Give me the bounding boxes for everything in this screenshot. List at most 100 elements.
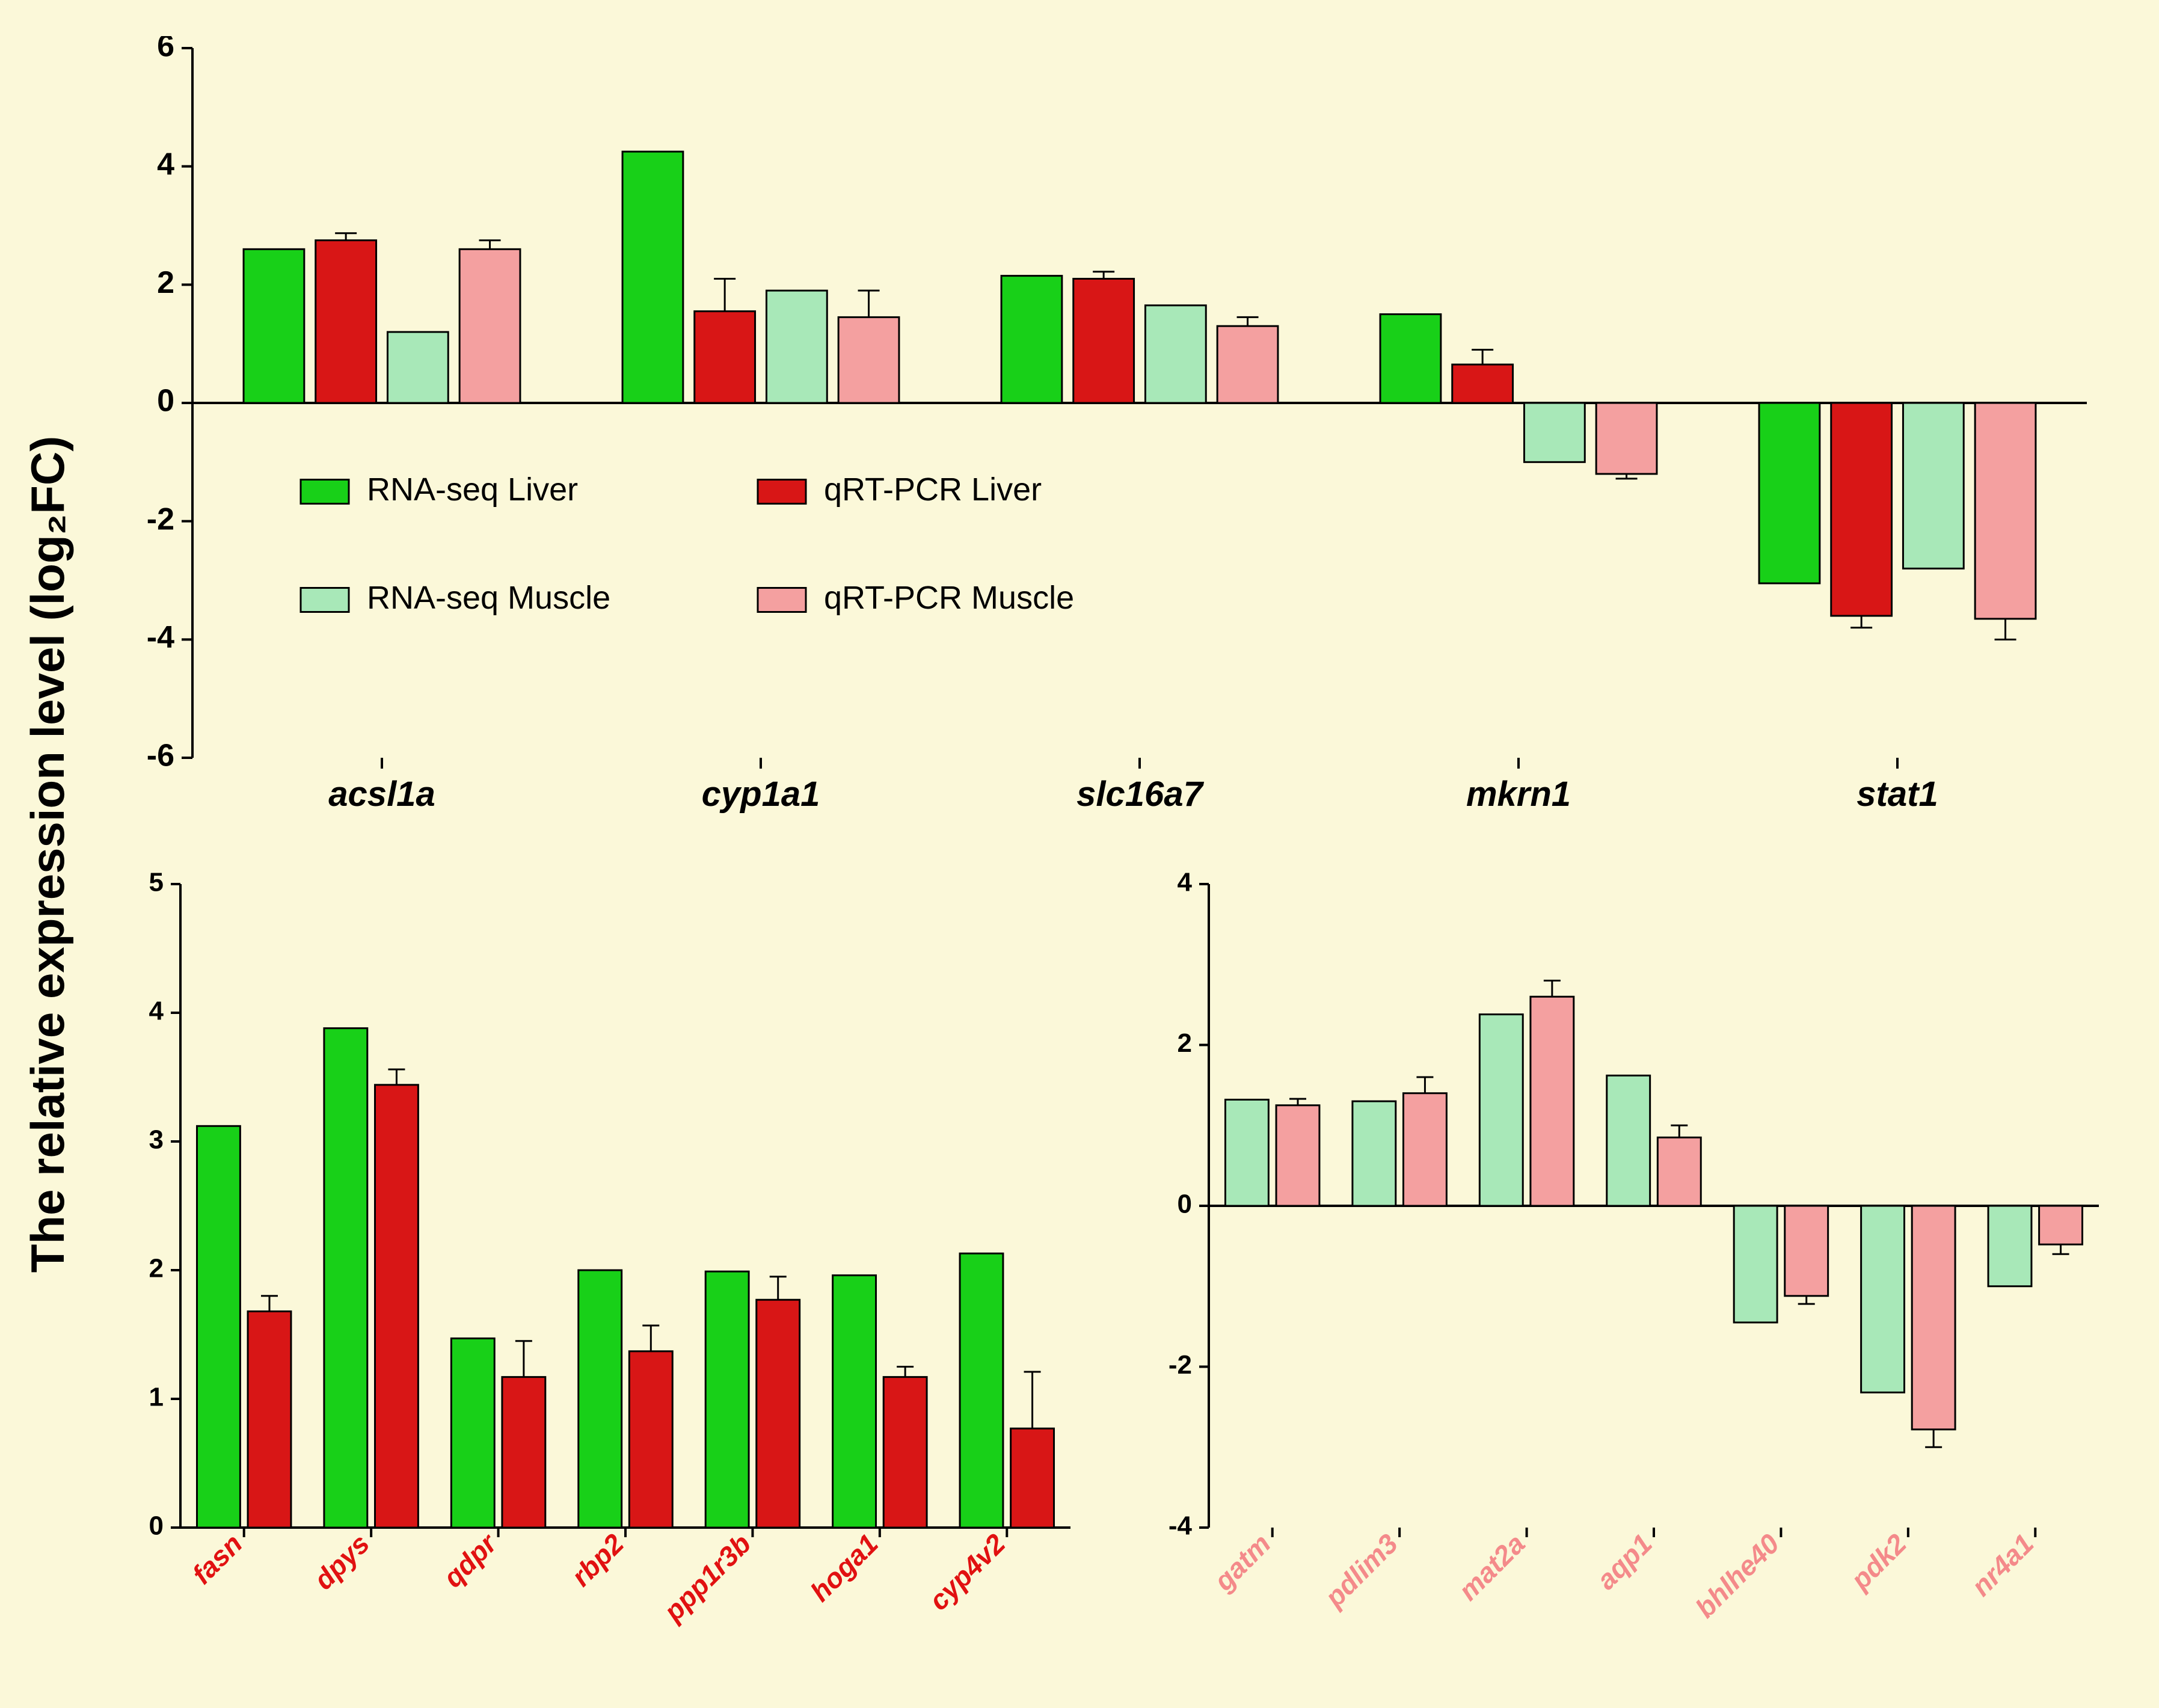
legend-label-rnaseq_muscle: RNA-seq Muscle xyxy=(367,580,610,616)
legend-swatch-rnaseq_liver xyxy=(301,480,349,504)
bar-qrtpcr_muscle xyxy=(2039,1206,2083,1244)
bar-qrtpcr_muscle xyxy=(838,317,899,403)
bar-rnaseq_muscle xyxy=(1734,1206,1777,1322)
category-label: pdk2 xyxy=(1844,1528,1912,1596)
category-label: aqp1 xyxy=(1590,1528,1658,1596)
y-tick-label: 0 xyxy=(1178,1190,1192,1219)
category-label: hoga1 xyxy=(804,1528,884,1608)
category-label: gatm xyxy=(1208,1528,1277,1597)
bar-qrtpcr_liver xyxy=(629,1351,672,1528)
bar-qrtpcr_liver xyxy=(248,1311,291,1528)
y-tick-label: 4 xyxy=(149,997,164,1026)
bar-rnaseq_liver xyxy=(705,1271,749,1528)
bar-rnaseq_liver xyxy=(197,1126,240,1528)
bar-qrtpcr_muscle xyxy=(1975,403,2036,619)
bar-qrtpcr_muscle xyxy=(1276,1105,1319,1206)
y-tick-label: 2 xyxy=(149,1254,164,1283)
bar-qrtpcr_liver xyxy=(1831,403,1892,616)
bar-qrtpcr_liver xyxy=(1073,279,1134,404)
category-label: fasn xyxy=(186,1528,248,1590)
bar-rnaseq_liver xyxy=(960,1253,1003,1528)
category-label: slc16a7 xyxy=(1076,775,1204,814)
bar-rnaseq_liver xyxy=(1380,315,1441,404)
bar-qrtpcr_liver xyxy=(316,241,376,403)
bar-rnaseq_muscle xyxy=(387,332,448,403)
category-label: bhlhe40 xyxy=(1689,1528,1786,1624)
y-tick-label: 4 xyxy=(1178,872,1193,897)
y-tick-label: 6 xyxy=(157,36,174,64)
y-tick-label: 0 xyxy=(149,1511,164,1541)
category-label: cyp1a1 xyxy=(702,775,820,814)
category-label: nr4a1 xyxy=(1965,1528,2040,1602)
y-axis-title-container: The relative expression level (log₂FC) xyxy=(12,0,84,1708)
y-tick-label: 4 xyxy=(157,147,174,182)
bar-qrtpcr_liver xyxy=(883,1377,927,1528)
bottom-right-chart-panel: -4 -2 0 2 4 gatm pdlim3 mat2a aqp1 bhlhe40 pdk2 nr4… xyxy=(1143,872,2111,1672)
y-tick-label: -4 xyxy=(147,620,174,655)
bar-qrtpcr_muscle xyxy=(1785,1206,1828,1296)
bar-qrtpcr_muscle xyxy=(1217,326,1278,403)
bar-qrtpcr_liver xyxy=(375,1085,418,1528)
bar-rnaseq_liver xyxy=(833,1276,876,1528)
y-tick-label: 3 xyxy=(149,1125,164,1155)
bar-rnaseq_liver xyxy=(1759,403,1820,583)
bar-qrtpcr_muscle xyxy=(1912,1206,1955,1430)
bar-qrtpcr_muscle xyxy=(1531,997,1574,1206)
bar-rnaseq_liver xyxy=(244,249,304,403)
bar-rnaseq_muscle xyxy=(1145,306,1206,403)
category-label: rbp2 xyxy=(565,1528,630,1593)
legend-label-qrtpcr_liver: qRT-PCR Liver xyxy=(824,472,1042,508)
y-tick-label: 2 xyxy=(157,265,174,300)
bar-qrtpcr_liver xyxy=(502,1377,545,1528)
bottom-left-chart: 012345fasndpysqdprrbp2ppp1r3bhoga1cyp4v2 xyxy=(114,872,1083,1672)
y-tick-label: -4 xyxy=(1169,1511,1193,1541)
legend-label-qrtpcr_muscle: qRT-PCR Muscle xyxy=(824,580,1074,616)
top-chart-panel: -6 -4 -2 0 2 4 6 acsl1a cyp1a1 slc16a7 mkrn1 stat1 R… xyxy=(114,36,2111,836)
bar-rnaseq_muscle xyxy=(1988,1206,2032,1286)
bar-rnaseq_muscle xyxy=(1353,1101,1396,1206)
bar-qrtpcr_muscle xyxy=(1596,403,1657,474)
bar-rnaseq_liver xyxy=(579,1270,622,1528)
bar-rnaseq_muscle xyxy=(1479,1015,1523,1206)
legend-label-rnaseq_liver: RNA-seq Liver xyxy=(367,472,578,508)
bar-rnaseq_muscle xyxy=(766,290,827,403)
y-tick-label: 0 xyxy=(157,384,174,419)
bottom-left-chart-panel: 012345fasndpysqdprrbp2ppp1r3bhoga1cyp4v2 xyxy=(114,872,1083,1672)
category-label: ppp1r3b xyxy=(657,1528,757,1628)
bar-rnaseq_liver xyxy=(451,1338,494,1528)
y-tick-label: -6 xyxy=(147,739,174,773)
bar-rnaseq_muscle xyxy=(1524,403,1585,462)
bar-qrtpcr_liver xyxy=(757,1300,800,1528)
category-label: pdlim3 xyxy=(1318,1528,1404,1614)
category-label: stat1 xyxy=(1856,775,1938,814)
charts-area: -6 -4 -2 0 2 4 6 acsl1a cyp1a1 slc16a7 mkrn1 stat1 R… xyxy=(114,36,2111,1672)
bar-rnaseq_muscle xyxy=(1903,403,1964,568)
bar-rnaseq_muscle xyxy=(1861,1206,1905,1392)
bar-qrtpcr_muscle xyxy=(459,249,520,403)
category-label: mat2a xyxy=(1452,1528,1531,1606)
y-tick-label: -2 xyxy=(1169,1350,1192,1380)
bar-rnaseq_liver xyxy=(324,1028,367,1528)
bar-rnaseq_liver xyxy=(1001,276,1062,403)
bar-qrtpcr_liver xyxy=(1011,1428,1054,1528)
bottom-right-chart: -4 -2 0 2 4 gatm pdlim3 mat2a aqp1 bhlhe40 pdk2 nr4… xyxy=(1143,872,2111,1672)
bar-qrtpcr_muscle xyxy=(1657,1137,1701,1206)
bar-rnaseq_muscle xyxy=(1607,1075,1650,1206)
category-label: mkrn1 xyxy=(1466,775,1571,814)
y-tick-label: -2 xyxy=(147,502,174,536)
y-tick-label: 5 xyxy=(149,872,164,897)
category-label: qdpr xyxy=(437,1527,504,1594)
legend-swatch-rnaseq_muscle xyxy=(301,588,349,612)
bottom-row: 012345fasndpysqdprrbp2ppp1r3bhoga1cyp4v2… xyxy=(114,872,2111,1672)
bar-qrtpcr_liver xyxy=(1452,364,1513,403)
legend-swatch-qrtpcr_muscle xyxy=(758,588,806,612)
bar-qrtpcr_liver xyxy=(695,312,755,403)
category-label: cyp4v2 xyxy=(923,1528,1011,1616)
y-tick-label: 1 xyxy=(149,1383,164,1412)
bar-rnaseq_liver xyxy=(622,152,683,403)
legend-swatch-qrtpcr_liver xyxy=(758,480,806,504)
bar-qrtpcr_muscle xyxy=(1403,1093,1446,1206)
bar-rnaseq_muscle xyxy=(1225,1099,1268,1206)
category-label: acsl1a xyxy=(328,775,435,814)
y-tick-label: 2 xyxy=(1178,1028,1192,1058)
